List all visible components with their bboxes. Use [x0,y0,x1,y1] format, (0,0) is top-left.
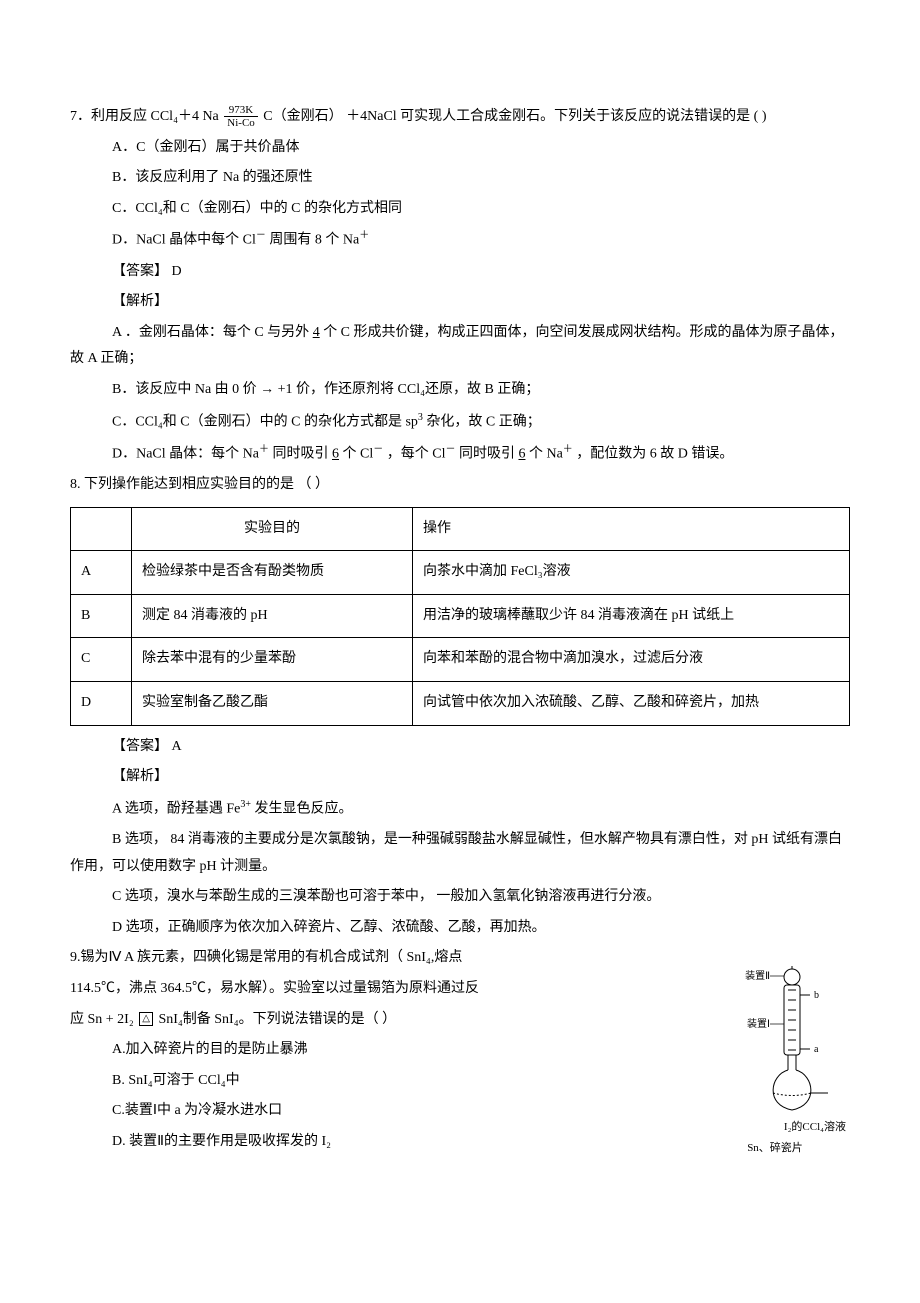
fig-label-a: a [814,1044,819,1055]
q7-expc-b: 杂化，故 C 正确； [426,414,540,429]
q7-answer: 【答案】 D [70,259,850,286]
q8-answer: 【答案】 A [70,734,850,761]
q7-expd-c: 个 Cl [343,447,374,462]
reaction-arrow-frac: 973K Ni-Co [224,104,258,129]
q9-apparatus-figure: 装置Ⅱ b 装置Ⅰ a I₂的CCl₄溶液 Sn、碎瓷片 [700,965,850,1159]
plus-sup-3: ＋ [563,444,573,455]
row-key: D [71,682,132,726]
q7-exp-d: D．NaCl 晶体：每个 Na＋ 同时吸引 6 个 Cl－ ，每个 Cl－ 同时… [70,440,850,468]
table-row: B 测定 84 消毒液的 pH 用洁净的玻璃棒蘸取少许 84 消毒液滴在 pH … [71,594,850,638]
table-row: A 检验绿茶中是否含有酚类物质 向茶水中滴加 FeCl₃溶液 [71,551,850,595]
fig-caption-1: I₂的CCl₄溶液 [700,1117,850,1138]
row-purpose: 测定 84 消毒液的 pH [132,594,413,638]
q7-option-a: A．C（金刚石）属于共价晶体 [70,135,850,162]
fig-label-top: 装置Ⅱ [745,969,770,982]
q8-exp-d: D 选项，正确顺序为依次加入碎瓷片、乙醇、浓硫酸、乙酸，再加热。 [70,915,850,942]
table-row: D 实验室制备乙酸乙酯 向试管中依次加入浓硫酸、乙醇、乙酸和碎瓷片，加热 [71,682,850,726]
row-purpose: 实验室制备乙酸乙酯 [132,682,413,726]
fig-label-mid: 装置Ⅰ [747,1017,770,1030]
q9-line3: 应 Sn + 2I₂ △ SnI₄制备 SnI₄。下列说法错误的是（ ） [70,1007,630,1034]
q7-expd-g: ，配位数为 6 故 D 错误。 [576,447,733,462]
q9-line1: 9.锡为Ⅳ A 族元素，四碘化锡是常用的有机合成试剂（ SnI₄,熔点 [70,945,630,972]
row-operation: 向苯和苯酚的混合物中滴加溴水，过滤后分液 [413,638,850,682]
q9-option-a: A.加入碎瓷片的目的是防止暴沸 [70,1037,630,1064]
q7-expd-a: D．NaCl 晶体：每个 Na [112,447,259,462]
plus-sup-2: ＋ [259,444,269,455]
row-key: B [71,594,132,638]
q9-option-b: B. SnI₄可溶于 CCl₄中 [70,1068,630,1095]
question-8: 8. 下列操作能达到相应实验目的的是 （ ） 实验目的 操作 A 检验绿茶中是否… [70,472,850,941]
q7-explain-label: 【解析】 [70,289,850,316]
q7-exp-c: C．CCl₄和 C（金刚石）中的 C 的杂化方式都是 sp3 杂化，故 C 正确… [70,408,850,436]
row-purpose: 检验绿茶中是否含有酚类物质 [132,551,413,595]
row-operation: 用洁净的玻璃棒蘸取少许 84 消毒液滴在 pH 试纸上 [413,594,850,638]
question-9: 9.锡为Ⅳ A 族元素，四碘化锡是常用的有机合成试剂（ SnI₄,熔点 114.… [70,945,850,1155]
row-purpose: 除去苯中混有的少量苯酚 [132,638,413,682]
q7-expd-u1: 6 [332,447,339,462]
q7-optd-b: 周围有 8 个 Na [269,233,359,248]
experiment-table: 实验目的 操作 A 检验绿茶中是否含有酚类物质 向茶水中滴加 FeCl₃溶液 B… [70,507,850,726]
q7-expd-f: 个 Na [529,447,563,462]
q9-line2: 114.5℃，沸点 364.5℃，易水解）。实验室以过量锡箔为原料通过反 [70,976,630,1003]
heat-triangle-icon: △ [139,1012,153,1026]
q7-exp-a: A ．金刚石晶体：每个 C 与另外 4 个 C 形成共价键，构成正四面体，向空间… [70,320,850,373]
q8-explain-label: 【解析】 [70,764,850,791]
q9-text-block: 9.锡为Ⅳ A 族元素，四碘化锡是常用的有机合成试剂（ SnI₄,熔点 114.… [70,945,630,1155]
q7-stem-a: 7．利用反应 CCl₄＋4 Na [70,109,219,124]
q7-stem-b: C（金刚石） ＋4NaCl 可实现人工合成金刚石。下列关于该反应的说法错误的是 … [263,109,766,124]
th-operation: 操作 [413,507,850,551]
frac-num: 973K [224,104,258,117]
q8-stem: 8. 下列操作能达到相应实验目的的是 （ ） [70,472,850,499]
th-purpose: 实验目的 [132,507,413,551]
plus-sup: ＋ [359,230,369,241]
q7-exp-b: B．该反应中 Na 由 0 价 → +1 价，作还原剂将 CCl₄还原，故 B … [70,377,850,404]
q7-expd-d: ，每个 Cl [387,447,446,462]
sp3-sup: 3 [418,412,423,423]
q9-line3b: SnI₄制备 SnI₄。下列说法错误的是（ ） [155,1012,396,1027]
fig-caption-2: Sn、碎瓷片 [700,1138,850,1159]
q8-expa-b: 发生显色反应。 [254,802,352,817]
q7-expd-b: 同时吸引 [273,447,333,462]
table-header-row: 实验目的 操作 [71,507,850,551]
q8-exp-a: A 选项，酚羟基遇 Fe3+ 发生显色反应。 [70,795,850,823]
q7-expa-a: A ．金刚石晶体：每个 C 与另外 [112,325,313,340]
q8-exp-b: B 选项， 84 消毒液的主要成分是次氯酸钠，是一种强碱弱酸盐水解显碱性，但水解… [70,827,850,880]
fig-label-b: b [814,990,819,1001]
question-7: 7．利用反应 CCl₄＋4 Na 973K Ni-Co C（金刚石） ＋4NaC… [70,104,850,468]
q7-option-b: B．该反应利用了 Na 的强还原性 [70,165,850,192]
row-key: C [71,638,132,682]
frac-den: Ni-Co [224,117,258,129]
q7-option-c: C．CCl₄和 C（金刚石）中的 C 的杂化方式相同 [70,196,850,223]
q9-line3a: 应 Sn + 2I₂ [70,1012,137,1027]
q7-optd-a: D．NaCl 晶体中每个 Cl [112,233,256,248]
minus-sup: － [256,230,266,241]
minus-sup-2: － [373,444,383,455]
q8-expa-a: A 选项，酚羟基遇 Fe [112,802,240,817]
apparatus-svg-icon: 装置Ⅱ b 装置Ⅰ a [710,965,840,1135]
q7-expc-a: C．CCl₄和 C（金刚石）中的 C 的杂化方式都是 sp [112,414,418,429]
q7-stem: 7．利用反应 CCl₄＋4 Na 973K Ni-Co C（金刚石） ＋4NaC… [70,104,850,131]
q7-expa-u: 4 [313,325,320,340]
q8-exp-c: C 选项，溴水与苯酚生成的三溴苯酚也可溶于苯中， 一般加入氢氧化钠溶液再进行分液… [70,884,850,911]
q9-option-c: C.装置Ⅰ中 a 为冷凝水进水口 [70,1098,630,1125]
row-operation: 向茶水中滴加 FeCl₃溶液 [413,551,850,595]
q9-option-d: D. 装置Ⅱ的主要作用是吸收挥发的 I₂ [70,1129,630,1156]
fe3plus-sup: 3+ [240,799,251,810]
minus-sup-3: － [445,444,455,455]
th-blank [71,507,132,551]
table-row: C 除去苯中混有的少量苯酚 向苯和苯酚的混合物中滴加溴水，过滤后分液 [71,638,850,682]
row-operation: 向试管中依次加入浓硫酸、乙醇、乙酸和碎瓷片，加热 [413,682,850,726]
q7-expd-u2: 6 [518,447,525,462]
q7-expd-e: 同时吸引 [459,447,519,462]
row-key: A [71,551,132,595]
q7-option-d: D．NaCl 晶体中每个 Cl－ 周围有 8 个 Na＋ [70,226,850,254]
